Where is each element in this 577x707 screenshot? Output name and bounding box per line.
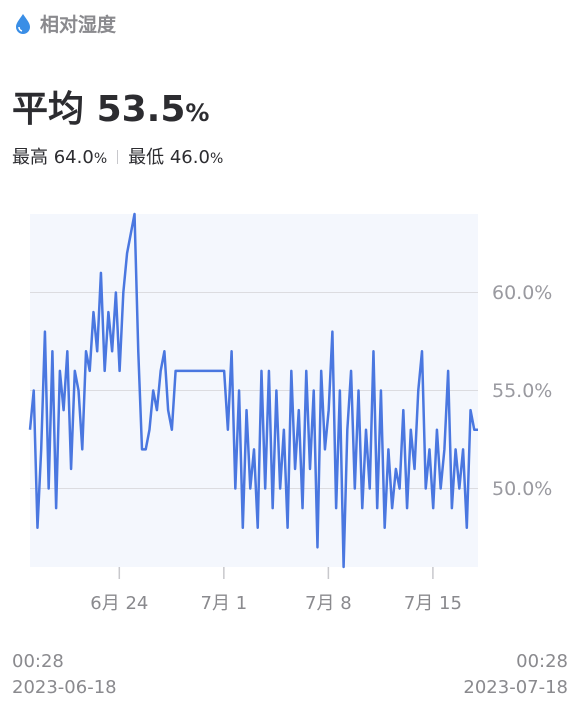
avg-unit: %: [185, 99, 210, 127]
max-unit: %: [93, 151, 108, 167]
range-date: 2023-07-18: [463, 677, 568, 698]
y-tick-label: 50.0%: [492, 478, 552, 500]
max-value: 64.0: [53, 147, 94, 168]
drop-icon: [16, 13, 30, 34]
min-label: 最低: [128, 147, 165, 168]
min-unit: %: [209, 151, 224, 167]
separator: [117, 150, 119, 164]
x-tick-label: 6月 24: [90, 593, 148, 614]
x-tick-label: 7月 8: [305, 593, 352, 614]
x-tick-label: 7月 15: [404, 593, 462, 614]
range-time: 00:28: [12, 651, 64, 672]
max-label: 最高: [12, 147, 48, 168]
range-date: 2023-06-18: [12, 677, 117, 698]
y-tick-label: 55.0%: [492, 380, 552, 402]
min-value: 46.0: [169, 147, 210, 168]
x-tick-label: 7月 1: [201, 593, 248, 614]
avg-value: 53.5: [96, 89, 186, 130]
avg-label: 平均: [12, 89, 85, 130]
range-time: 00:28: [516, 651, 568, 672]
min-max: 最高 64.0% 最低 46.0%: [12, 143, 223, 169]
y-tick-label: 60.0%: [492, 282, 552, 304]
header-title: 相对湿度: [40, 14, 117, 36]
humidity-line: [28, 212, 478, 569]
average: 平均 53.5%: [12, 80, 209, 132]
header: 相对湿度: [14, 10, 116, 37]
